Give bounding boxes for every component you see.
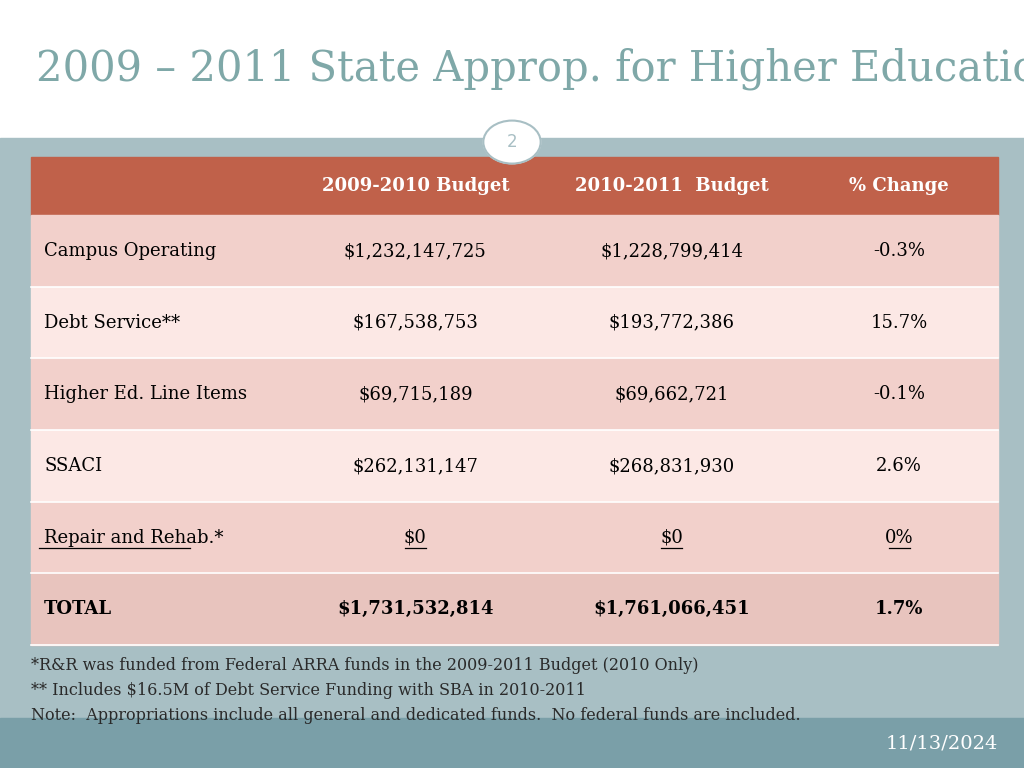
Text: Repair and Rehab.*: Repair and Rehab.* [44,528,223,547]
Text: SSACI: SSACI [44,457,102,475]
Text: -0.1%: -0.1% [873,386,926,403]
Text: $1,228,799,414: $1,228,799,414 [600,242,743,260]
Bar [31,286,998,359]
Text: $69,662,721: $69,662,721 [614,386,729,403]
Text: % Change: % Change [849,177,949,195]
Bar [31,574,998,645]
Text: 2.6%: 2.6% [877,457,923,475]
Text: 15.7%: 15.7% [870,313,928,332]
Text: $193,772,386: $193,772,386 [609,313,735,332]
Text: $69,715,189: $69,715,189 [358,386,473,403]
Text: 2009-2010 Budget: 2009-2010 Budget [322,177,509,195]
Bar [31,502,998,574]
Text: $0: $0 [660,528,683,547]
Text: $1,761,066,451: $1,761,066,451 [594,601,751,618]
Bar [31,157,998,215]
Bar [0,138,1024,718]
Bar [0,0,1024,138]
Text: $1,232,147,725: $1,232,147,725 [344,242,486,260]
Text: 2: 2 [507,133,517,151]
Text: 2009 – 2011 State Approp. for Higher Education: 2009 – 2011 State Approp. for Higher Edu… [36,48,1024,91]
Text: $1,731,532,814: $1,731,532,814 [337,601,494,618]
Text: Higher Ed. Line Items: Higher Ed. Line Items [44,386,247,403]
Text: 0%: 0% [885,528,913,547]
Bar [31,215,998,286]
Text: Note:  Appropriations include all general and dedicated funds.  No federal funds: Note: Appropriations include all general… [31,707,801,724]
Text: $262,131,147: $262,131,147 [352,457,478,475]
Text: $167,538,753: $167,538,753 [352,313,478,332]
Text: ** Includes $16.5M of Debt Service Funding with SBA in 2010-2011: ** Includes $16.5M of Debt Service Fundi… [31,682,586,699]
Text: 2010-2011  Budget: 2010-2011 Budget [574,177,769,195]
Text: TOTAL: TOTAL [44,601,113,618]
Text: *R&R was funded from Federal ARRA funds in the 2009-2011 Budget (2010 Only): *R&R was funded from Federal ARRA funds … [31,657,698,674]
Text: $268,831,930: $268,831,930 [608,457,735,475]
Bar [31,430,998,502]
Text: Campus Operating: Campus Operating [44,242,216,260]
Text: Debt Service**: Debt Service** [44,313,180,332]
Text: -0.3%: -0.3% [873,242,926,260]
Text: 11/13/2024: 11/13/2024 [886,734,998,752]
Bar [31,359,998,430]
Text: $0: $0 [403,528,427,547]
Bar [0,718,1024,768]
Circle shape [483,121,541,164]
Text: 1.7%: 1.7% [874,601,924,618]
